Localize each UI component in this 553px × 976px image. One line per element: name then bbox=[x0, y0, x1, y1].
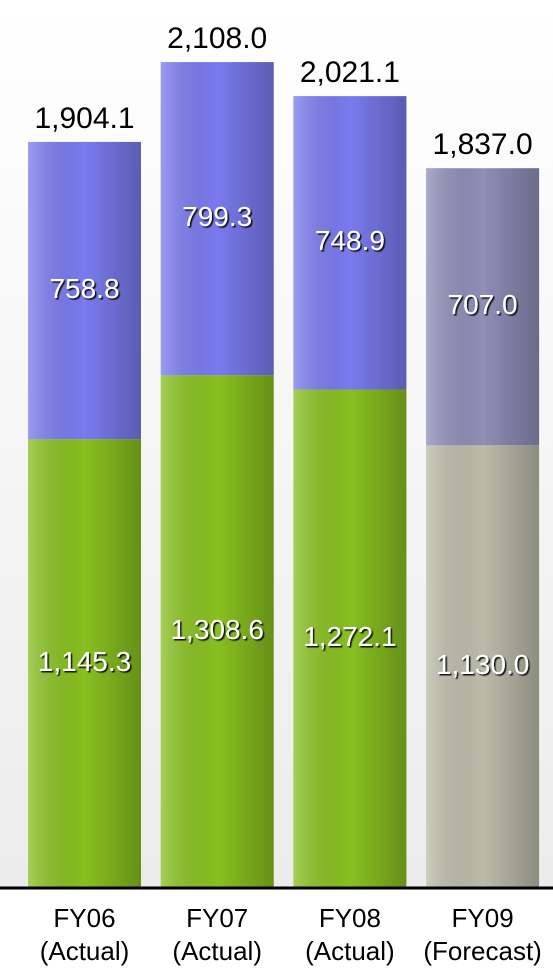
plot: 1,145.3758.81,904.1FY06(Actual)1,308.679… bbox=[28, 22, 542, 966]
x-tick-label: FY06 bbox=[53, 903, 115, 933]
segment-label: 1,272.1 bbox=[303, 621, 396, 652]
bar-shade bbox=[293, 389, 407, 888]
segment-label: 758.8 bbox=[49, 273, 119, 304]
total-label: 2,021.1 bbox=[300, 56, 400, 89]
total-label: 2,108.0 bbox=[167, 22, 267, 55]
bar-shade bbox=[28, 439, 141, 888]
total-label: 1,837.0 bbox=[433, 128, 533, 161]
segment-label: 748.9 bbox=[315, 225, 385, 256]
bar-shade bbox=[28, 141, 141, 440]
bar-shade bbox=[426, 445, 540, 888]
segment-label: 1,308.6 bbox=[170, 614, 263, 645]
bar-shade bbox=[293, 96, 407, 390]
x-tick-note: (Actual) bbox=[40, 936, 130, 966]
segment-label: 1,145.3 bbox=[38, 646, 131, 677]
x-tick-label: FY09 bbox=[452, 903, 514, 933]
x-tick-note: (Actual) bbox=[172, 936, 262, 966]
segment-label: 1,130.0 bbox=[436, 649, 529, 680]
total-label: 1,904.1 bbox=[34, 102, 134, 135]
x-tick-label: FY08 bbox=[319, 903, 381, 933]
x-tick-note: (Forecast) bbox=[423, 936, 541, 966]
bar-shade bbox=[160, 375, 274, 888]
bar-shade bbox=[426, 168, 540, 446]
segment-label: 707.0 bbox=[448, 289, 518, 320]
segment-label: 799.3 bbox=[182, 201, 252, 232]
bar-shade bbox=[160, 62, 274, 376]
x-tick-note: (Actual) bbox=[305, 936, 395, 966]
x-tick-label: FY07 bbox=[186, 903, 248, 933]
